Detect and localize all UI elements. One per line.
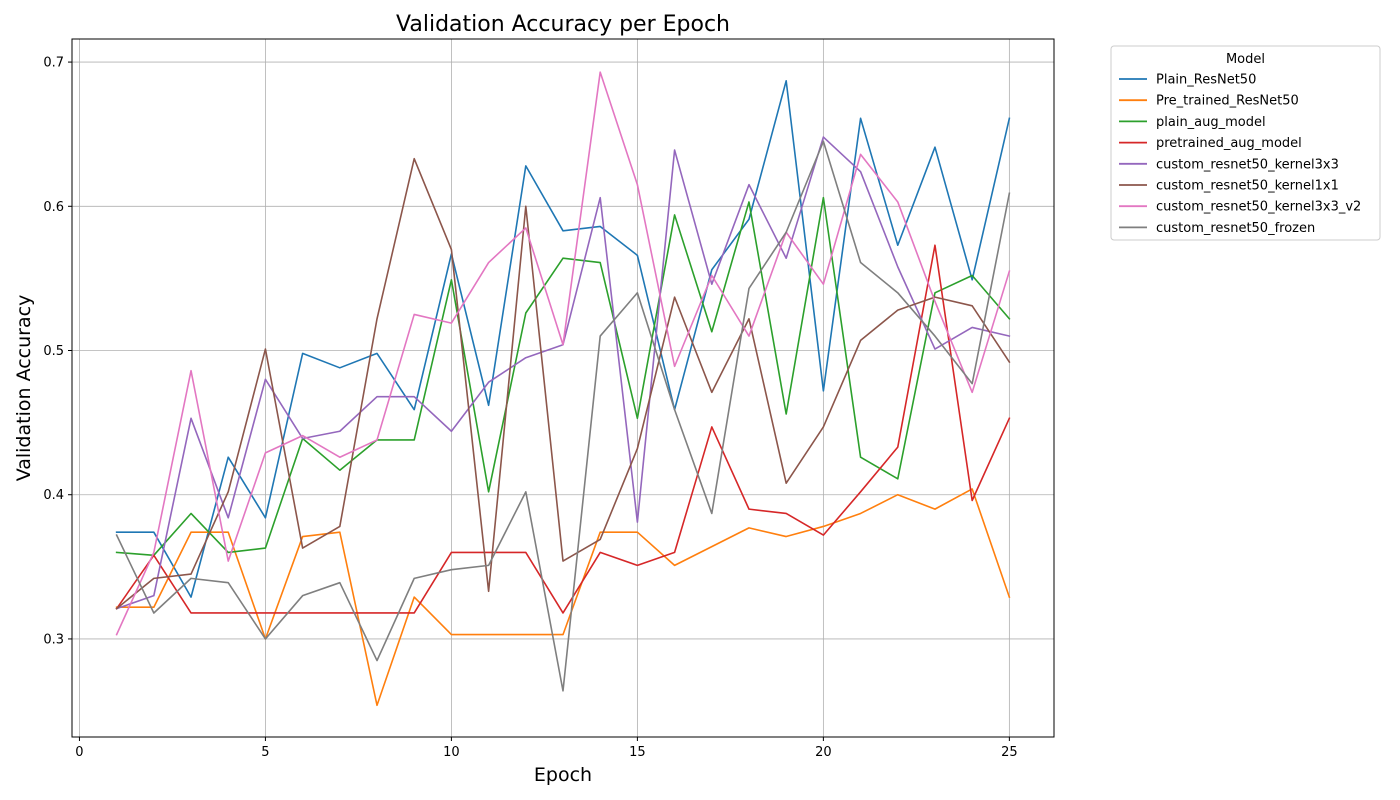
- y-tick-label: 0.6: [43, 200, 64, 215]
- legend-label: custom_resnet50_kernel1x1: [1156, 179, 1339, 194]
- legend-title: Model: [1226, 52, 1265, 67]
- legend-item: Plain_ResNet50: [1119, 73, 1256, 88]
- series-line-custom_resnet50_kernel3x3_v2: [115, 71, 1011, 636]
- legend-label: Pre_trained_ResNet50: [1156, 94, 1299, 109]
- legend-label: plain_aug_model: [1156, 115, 1266, 130]
- legend-label: custom_resnet50_frozen: [1156, 221, 1315, 236]
- legend-label: Plain_ResNet50: [1156, 73, 1256, 88]
- y-axis-label: Validation Accuracy: [13, 295, 35, 482]
- x-tick-label: 25: [1001, 745, 1018, 760]
- plot-area-frame: [71, 38, 1055, 738]
- axis-ticks: 0 5 10 15 20 25 0.3 0.4 0.5 0.6 0.7: [43, 56, 1017, 760]
- series-line-Plain_ResNet50: [115, 80, 1011, 598]
- legend-item: custom_resnet50_frozen: [1119, 221, 1315, 236]
- y-tick-label: 0.5: [43, 344, 64, 359]
- series-line-custom_resnet50_kernel3x3: [115, 136, 1011, 610]
- x-tick-label: 0: [75, 745, 83, 760]
- series-line-pretrained_aug_model: [115, 244, 1011, 614]
- legend-item: custom_resnet50_kernel3x3: [1119, 157, 1339, 172]
- legend: Model Plain_ResNet50 Pre_trained_ResNet50…: [1110, 45, 1381, 241]
- series-line-custom_resnet50_kernel1x1: [115, 157, 1011, 610]
- legend-label: pretrained_aug_model: [1156, 136, 1302, 151]
- legend-item: custom_resnet50_kernel1x1: [1119, 179, 1339, 194]
- legend-items: Plain_ResNet50 Pre_trained_ResNet50 plain_…: [1119, 73, 1361, 236]
- legend-item: custom_resnet50_kernel3x3_v2: [1119, 200, 1361, 215]
- x-tick-label: 15: [629, 745, 646, 760]
- y-tick-label: 0.3: [43, 632, 64, 647]
- series-line-custom_resnet50_frozen: [115, 140, 1011, 692]
- legend-label: custom_resnet50_kernel3x3: [1156, 157, 1339, 172]
- chart-title: Validation Accuracy per Epoch: [396, 12, 730, 37]
- y-tick-label: 0.7: [43, 56, 64, 71]
- legend-box: [1110, 45, 1381, 241]
- x-tick-label: 10: [443, 745, 460, 760]
- x-tick-label: 5: [261, 745, 269, 760]
- x-tick-label: 20: [815, 745, 832, 760]
- legend-item: plain_aug_model: [1119, 115, 1266, 130]
- series-line-Pre_trained_ResNet50: [115, 488, 1011, 707]
- series-lines: [115, 71, 1011, 707]
- legend-item: Pre_trained_ResNet50: [1119, 94, 1299, 109]
- legend-label: custom_resnet50_kernel3x3_v2: [1156, 200, 1361, 215]
- legend-item: pretrained_aug_model: [1119, 136, 1302, 151]
- x-axis-label: Epoch: [534, 764, 592, 786]
- y-tick-label: 0.4: [43, 488, 64, 503]
- series-line-plain_aug_model: [115, 196, 1011, 557]
